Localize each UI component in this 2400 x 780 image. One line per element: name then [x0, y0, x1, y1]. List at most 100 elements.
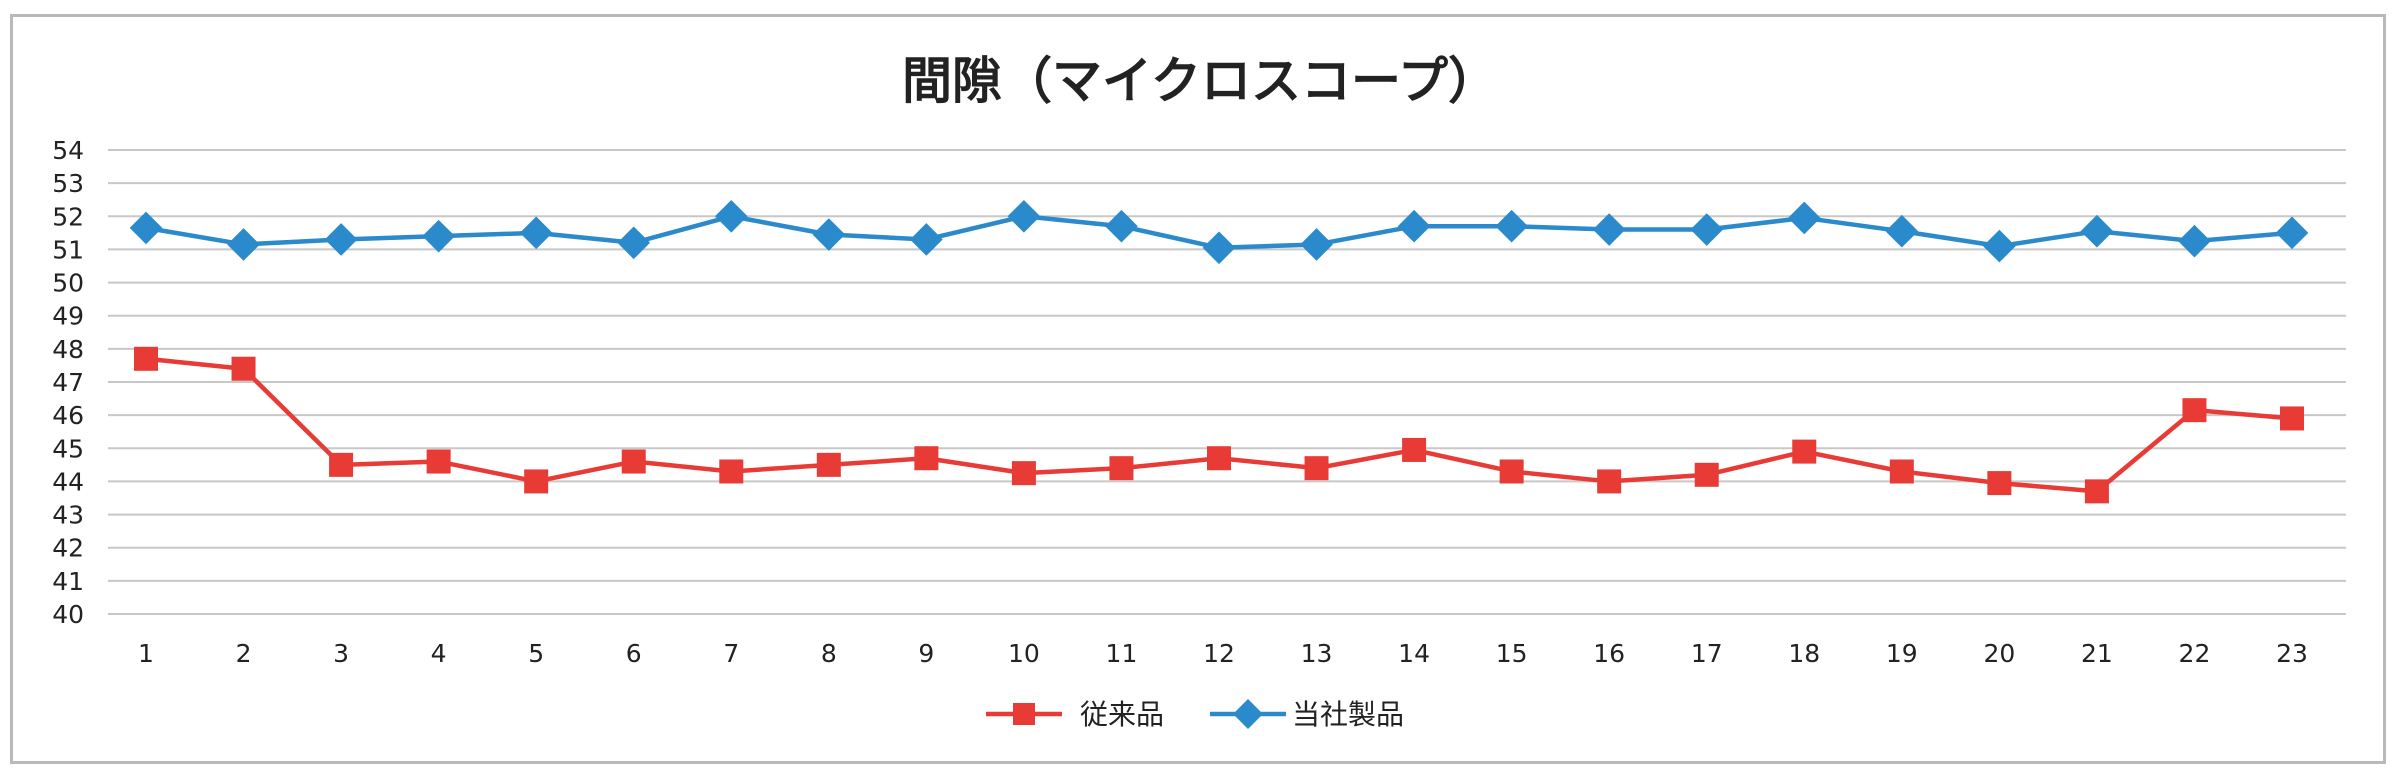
data-point: [914, 446, 939, 471]
data-point: [227, 228, 260, 261]
x-tick-label: 22: [2179, 639, 2211, 668]
data-point: [1690, 213, 1724, 246]
data-point: [1233, 699, 1263, 729]
x-tick-label: 2: [236, 639, 252, 668]
x-tick-label: 15: [1496, 639, 1528, 668]
data-point: [324, 223, 358, 256]
x-tick-label: 1: [138, 639, 154, 668]
data-point: [1105, 209, 1138, 243]
y-tick-label: 45: [52, 434, 84, 463]
data-point: [2182, 398, 2207, 423]
data-point: [2275, 216, 2309, 250]
data-point: [1402, 437, 1427, 462]
series-our-product: [129, 199, 2309, 265]
x-tick-label: 12: [1203, 639, 1235, 668]
series-group: [129, 199, 2309, 504]
y-tick-label: 52: [52, 202, 84, 231]
data-point: [1987, 471, 2012, 496]
x-tick-label: 21: [2081, 639, 2113, 668]
series-conventional: [134, 346, 2304, 504]
x-tick-label: 11: [1106, 639, 1138, 668]
data-point: [1983, 229, 2016, 263]
data-point: [1885, 214, 1919, 248]
data-point: [1889, 459, 1914, 484]
data-point: [1013, 703, 1035, 725]
data-point: [812, 218, 846, 251]
data-point: [1597, 469, 1622, 494]
data-point: [1202, 231, 1236, 265]
data-point: [1397, 209, 1431, 243]
data-point: [816, 452, 841, 477]
data-point: [1011, 461, 1036, 486]
x-tick-label: 4: [431, 639, 447, 668]
data-point: [719, 459, 744, 484]
legend-label: 当社製品: [1292, 698, 1404, 731]
y-tick-label: 54: [52, 136, 84, 165]
x-tick-label: 13: [1301, 639, 1333, 668]
data-point: [519, 216, 553, 250]
data-point: [1499, 459, 1524, 484]
x-tick-label: 5: [528, 639, 544, 668]
legend-item: 従来品: [986, 698, 1164, 731]
x-tick-label: 8: [821, 639, 837, 668]
chart-frame: [10, 14, 2386, 764]
data-point: [1694, 462, 1719, 487]
y-tick-label: 51: [52, 235, 84, 264]
data-point: [621, 449, 646, 474]
data-point: [1207, 446, 1231, 471]
y-tick-label: 41: [52, 567, 84, 596]
gridlines: [108, 149, 2346, 615]
x-tick-label: 6: [626, 639, 642, 668]
data-point: [2280, 406, 2304, 431]
x-tick-label: 17: [1691, 639, 1723, 668]
data-point: [617, 226, 651, 260]
data-point: [1787, 201, 1821, 235]
data-point: [231, 356, 256, 381]
data-point: [134, 346, 158, 371]
series-line: [145, 356, 2293, 494]
x-tick-label: 14: [1398, 639, 1430, 668]
x-tick-label: 3: [333, 639, 349, 668]
data-point: [329, 452, 354, 477]
data-point: [1792, 439, 1817, 464]
x-tick-label: 9: [918, 639, 934, 668]
data-point: [1007, 199, 1041, 233]
data-point: [1300, 228, 1333, 261]
y-tick-label: 48: [52, 335, 84, 364]
x-tick-label: 10: [1008, 639, 1040, 668]
data-point: [910, 223, 943, 256]
data-point: [714, 199, 748, 233]
y-axis-tick-labels: 40 41 42 43 44 45 46 47 48 49 50 51 52 53 54: [52, 136, 84, 629]
y-tick-label: 46: [52, 401, 84, 430]
data-point: [422, 219, 455, 253]
data-point: [1592, 213, 1626, 246]
y-tick-label: 49: [52, 302, 84, 331]
data-point: [2084, 479, 2109, 504]
x-tick-label: 19: [1886, 639, 1918, 668]
x-tick-label: 7: [723, 639, 739, 668]
data-point: [426, 449, 451, 474]
data-point: [524, 469, 549, 494]
y-tick-label: 44: [52, 467, 84, 496]
x-tick-label: 18: [1788, 639, 1820, 668]
data-point: [1495, 209, 1528, 243]
x-tick-label: 23: [2276, 639, 2308, 668]
y-tick-label: 42: [52, 534, 84, 563]
y-tick-label: 50: [52, 269, 84, 298]
legend-label: 従来品: [1080, 698, 1164, 731]
x-axis-tick-labels: 1 2 3 4 5 6 7 8 9 10 11 12 13 14 15 16 17 18 19 20 21 22 23: [138, 639, 2308, 668]
y-tick-label: 53: [52, 169, 84, 198]
legend: 従来品 当社製品: [986, 698, 1404, 731]
y-tick-label: 43: [52, 501, 84, 530]
data-point: [2080, 214, 2114, 248]
chart-title: 間隙（マイクロスコープ）: [902, 52, 1498, 110]
data-point: [1109, 456, 1134, 481]
y-tick-label: 40: [52, 600, 84, 629]
x-tick-label: 16: [1593, 639, 1625, 668]
data-point: [2178, 224, 2211, 258]
data-point: [129, 211, 163, 245]
data-point: [1304, 456, 1329, 481]
x-tick-label: 20: [1983, 639, 2015, 668]
y-tick-label: 47: [52, 368, 84, 397]
